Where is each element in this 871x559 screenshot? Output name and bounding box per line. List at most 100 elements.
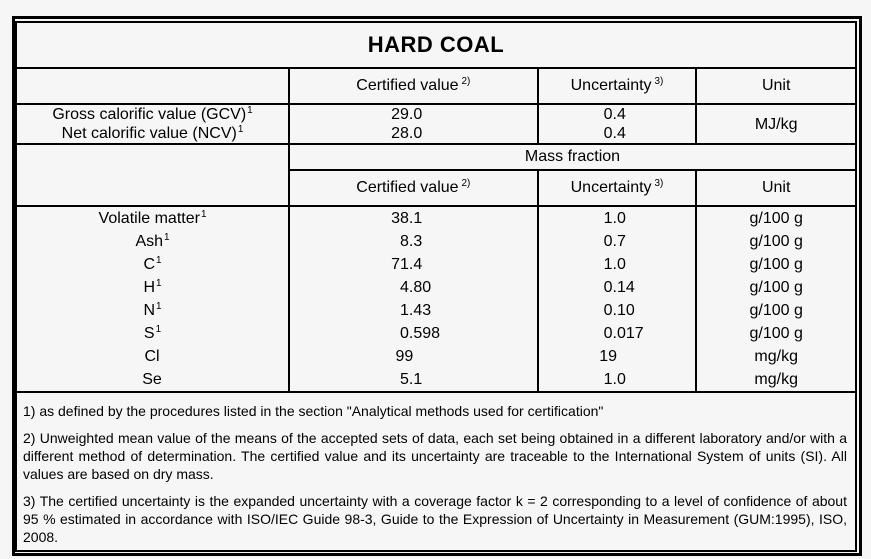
analyte-label: Volatile matter bbox=[98, 210, 200, 227]
table-row: Volatile matter1 38. 1 1. 0 g/100 g bbox=[15, 206, 857, 230]
analyte-label: S bbox=[143, 325, 155, 342]
certified-value-cell: 5. 1 bbox=[288, 368, 539, 393]
analyte-label-cell: Net calorific value (NCV)1 bbox=[15, 124, 290, 145]
header-certified-value: Certified value 2) bbox=[288, 170, 539, 207]
uncertainty-value: 1. 0 bbox=[603, 256, 626, 273]
footnote-marker: 1 bbox=[156, 254, 162, 266]
title-row: HARD COAL bbox=[15, 22, 857, 69]
certified-value-cell: 38. 1 bbox=[288, 206, 539, 230]
table-row: Se 5. 1 1. 0 mg/kg bbox=[15, 368, 857, 393]
uncertainty-value-cell: 0. 10 bbox=[536, 299, 698, 322]
footnote-marker: 2) bbox=[461, 177, 471, 189]
table-row-ncv: Net calorific value (NCV)1 28. 0 0. 4 bbox=[15, 124, 856, 145]
footnote-marker: 1 bbox=[247, 104, 253, 116]
footnote-marker: 1 bbox=[156, 277, 162, 289]
header-certified-value: Certified value 2) bbox=[288, 68, 539, 105]
uncertainty-value: 19 bbox=[599, 348, 617, 365]
footnote-marker: 1 bbox=[237, 124, 244, 135]
analyte-label-cell: Se bbox=[15, 368, 290, 393]
footnote-2: 2) Unweighted mean value of the means of… bbox=[23, 430, 847, 482]
header-uncertainty: Uncertainty 3) bbox=[536, 68, 698, 105]
analyte-label-cell: Ash1 bbox=[15, 230, 290, 253]
uncertainty-value-cell: 0. 4 bbox=[536, 104, 698, 124]
footnotes-row: 1) as defined by the procedures listed i… bbox=[15, 392, 857, 551]
certified-value: 71. 4 bbox=[391, 256, 423, 273]
uncertainty-value-cell: 0. 017 bbox=[536, 322, 698, 345]
analyte-label-cell: Gross calorific value (GCV)1 bbox=[15, 104, 290, 124]
certified-value-cell: 0. 598 bbox=[288, 322, 539, 345]
header-unit: Unit bbox=[695, 68, 857, 105]
table-row-gcv: Gross calorific value (GCV)1 29. 0 0. 4 MJ… bbox=[15, 104, 857, 145]
uncertainty-value-cell: 1. 0 bbox=[536, 253, 698, 276]
mass-fraction-empty-cell bbox=[15, 144, 290, 207]
footnote-marker: 2) bbox=[461, 75, 471, 87]
certificate-frame: HARD COAL Certified value 2) Uncertainty 3… bbox=[12, 16, 862, 556]
table-row: H1 4. 80 0. 14 g/100 g bbox=[15, 276, 857, 299]
table-row: Ash1 8. 3 0. 7 g/100 g bbox=[15, 230, 857, 253]
analyte-label: Cl bbox=[144, 348, 160, 365]
header-row-mass-fraction: Certified value 2) Uncertainty 3) Unit bbox=[16, 170, 857, 207]
certified-value-cell: 99 bbox=[288, 345, 539, 368]
analyte-label: Se bbox=[142, 371, 162, 388]
unit-value-cell: g/100 g bbox=[695, 322, 857, 345]
table-row: Cl 99 19 mg/kg bbox=[15, 345, 857, 368]
certified-value: 1. 43 bbox=[399, 302, 432, 319]
uncertainty-value: 0. 4 bbox=[603, 106, 626, 123]
unit-value-cell: g/100 g bbox=[695, 230, 857, 253]
header-empty-cell bbox=[15, 68, 290, 105]
uncertainty-value-cell: 1. 0 bbox=[536, 368, 698, 393]
unit-value-cell: MJ/kg bbox=[695, 104, 857, 145]
footnote-marker: 1 bbox=[200, 208, 207, 220]
unit-value-cell: g/100 g bbox=[695, 206, 857, 230]
uncertainty-value-cell: 0. 4 bbox=[536, 124, 698, 145]
unit-value-cell: g/100 g bbox=[695, 253, 857, 276]
uncertainty-value: 0. 017 bbox=[603, 325, 644, 342]
header-uncertainty: Uncertainty 3) bbox=[536, 170, 698, 207]
unit-value-cell: mg/kg bbox=[695, 368, 857, 393]
footnote-3: 3) The certified uncertainty is the expa… bbox=[23, 493, 847, 545]
certified-value-cell: 29. 0 bbox=[288, 104, 539, 124]
footnote-marker: 1 bbox=[156, 300, 162, 312]
footnote-marker: 3) bbox=[654, 75, 664, 87]
unit-value-cell: g/100 g bbox=[695, 299, 857, 322]
certified-value: 29. 0 bbox=[391, 106, 423, 123]
analyte-label-cell: Cl bbox=[15, 345, 290, 368]
certified-value-cell: 28. 0 bbox=[288, 124, 539, 145]
analyte-label: Net calorific value (NCV) bbox=[61, 125, 237, 142]
certified-value: 99 bbox=[395, 348, 414, 365]
analyte-label: C bbox=[143, 256, 156, 273]
analyte-label-cell: Volatile matter1 bbox=[15, 206, 290, 230]
certified-value-cell: 1. 43 bbox=[288, 299, 539, 322]
analyte-label: Gross calorific value (GCV) bbox=[52, 106, 247, 123]
mass-fraction-label: Mass fraction bbox=[288, 144, 857, 171]
certified-value-cell: 71. 4 bbox=[288, 253, 539, 276]
certified-value: 4. 80 bbox=[399, 279, 432, 296]
analyte-label: Ash bbox=[135, 233, 164, 250]
mass-fraction-row: Mass fraction bbox=[15, 144, 857, 207]
certified-value-cell: 8. 3 bbox=[288, 230, 539, 253]
certified-value: 0. 598 bbox=[399, 325, 441, 342]
uncertainty-value: 1. 0 bbox=[603, 371, 626, 388]
analyte-label-cell: N1 bbox=[15, 299, 290, 322]
header-unit: Unit bbox=[695, 170, 857, 207]
analyte-label: H bbox=[143, 279, 156, 296]
footnote-marker: 1 bbox=[155, 323, 162, 335]
table-row: N1 1. 43 0. 10 g/100 g bbox=[15, 299, 857, 322]
uncertainty-value: 0. 7 bbox=[603, 233, 626, 250]
analyte-label-cell: H1 bbox=[15, 276, 290, 299]
footnote-1: 1) as defined by the procedures listed i… bbox=[23, 403, 604, 419]
uncertainty-value-cell: 19 bbox=[536, 345, 698, 368]
uncertainty-value: 1. 0 bbox=[603, 210, 626, 227]
analyte-label-cell: S1 bbox=[15, 322, 290, 345]
table-row: C1 71. 4 1. 0 g/100 g bbox=[15, 253, 857, 276]
unit-value-cell: g/100 g bbox=[695, 276, 857, 299]
uncertainty-value-cell: 0. 14 bbox=[536, 276, 698, 299]
footnote-marker: 1 bbox=[164, 231, 170, 243]
uncertainty-value-cell: 0. 7 bbox=[536, 230, 698, 253]
uncertainty-value: 0. 4 bbox=[603, 125, 626, 142]
footnotes-section: 1) as defined by the procedures listed i… bbox=[15, 392, 857, 551]
unit-value-cell: mg/kg bbox=[695, 345, 857, 368]
uncertainty-value: 0. 14 bbox=[603, 279, 635, 296]
footnote-marker: 3) bbox=[654, 177, 664, 189]
uncertainty-value-cell: 1. 0 bbox=[536, 206, 698, 230]
